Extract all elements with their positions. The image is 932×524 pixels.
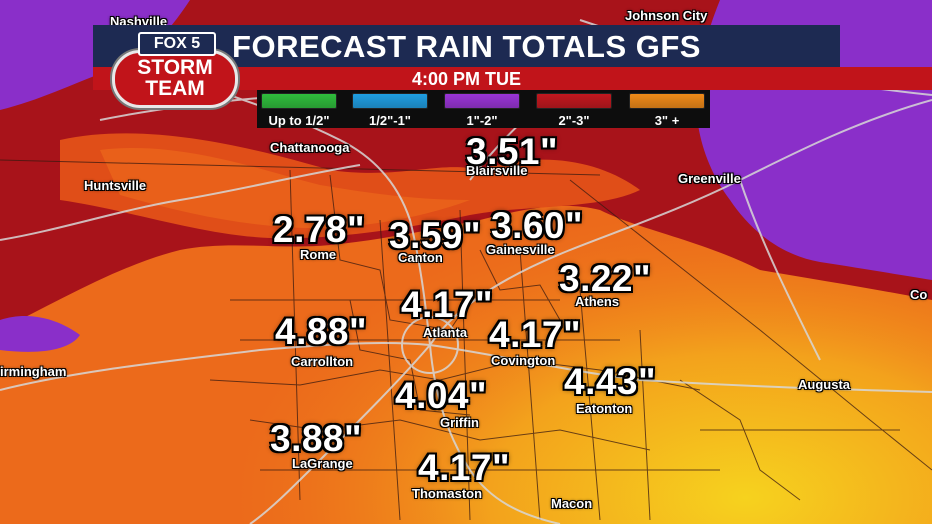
rain-total-canton: 3.59" — [389, 215, 482, 256]
legend-label: 2"-3" — [558, 113, 590, 128]
city-label-macon: Macon — [551, 496, 593, 511]
city-label-birmingham: irmingham — [0, 364, 67, 379]
logo-fox5-text: FOX 5 — [138, 32, 216, 56]
legend-label: 1/2"-1" — [369, 113, 411, 128]
legend-item-one-to-two: 1"-2" — [444, 93, 520, 128]
rain-total-blairsville: 3.51" — [466, 131, 559, 172]
logo-badge: STORM TEAM — [112, 50, 238, 108]
logo-storm-text: STORM — [137, 56, 213, 79]
heavy-rain-blob-2 — [100, 148, 470, 229]
rain-total-rome: 2.78" — [273, 209, 366, 250]
city-label-blairsville: Blairsville — [466, 163, 528, 178]
forecast-time: 4:00 PM TUE — [411, 69, 522, 89]
legend-label: Up to 1/2" — [268, 113, 330, 128]
legend-swatch — [261, 93, 337, 109]
legend-item-two-to-three: 2"-3" — [536, 93, 612, 128]
rain-total-athens: 3.22" — [559, 258, 652, 299]
page-title: FORECAST RAIN TOTALS GFS — [232, 29, 701, 64]
city-label-gainesville: Gainesville — [486, 242, 555, 257]
legend-swatch — [444, 93, 520, 109]
rain-total-griffin: 4.04" — [395, 375, 488, 416]
logo-team-text: TEAM — [145, 77, 205, 100]
city-label-greenville: Greenville — [678, 171, 741, 186]
city-label-rome: Rome — [300, 247, 337, 262]
city-label-huntsville: Huntsville — [84, 178, 147, 193]
legend-label: 3" + — [654, 113, 680, 128]
legend-swatch — [629, 93, 705, 109]
rain-total-atlanta: 4.17" — [401, 284, 494, 325]
legend-item-half-to-one: 1/2"-1" — [352, 93, 428, 128]
rain-legend: Up to 1/2" 1/2"-1" 1"-2" 2"-3" 3" + — [257, 90, 710, 128]
rain-total-thomaston: 4.17" — [418, 447, 511, 488]
rain-total-lagrange: 3.88" — [270, 418, 363, 459]
legend-label: 1"-2" — [466, 113, 498, 128]
city-label-thomaston: Thomaston — [412, 486, 483, 501]
rain-total-gainesville: 3.60" — [491, 205, 584, 246]
city-label-covington: Covington — [491, 353, 556, 368]
city-label-athens: Athens — [575, 294, 620, 309]
legend-item-up-to-half: Up to 1/2" — [261, 93, 337, 128]
city-label-columbia-partial: Co — [910, 287, 928, 302]
light-rain-zone-w — [0, 315, 80, 352]
rain-total-covington: 4.17" — [489, 314, 582, 355]
legend-swatch — [352, 93, 428, 109]
time-bar: 4:00 PM TUE — [93, 67, 932, 90]
city-label-johnson-city: Johnson City — [625, 8, 708, 23]
city-label-carrollton: Carrollton — [291, 354, 354, 369]
rain-total-eatonton: 4.43" — [564, 361, 657, 402]
fox5-storm-team-logo: STORM TEAM FOX 5 — [112, 30, 238, 108]
city-label-atlanta: Atlanta — [423, 325, 468, 340]
city-label-augusta: Augusta — [798, 377, 850, 392]
city-label-canton: Canton — [398, 250, 443, 265]
city-label-eatonton: Eatonton — [576, 401, 633, 416]
city-label-chattanooga: Chattanooga — [270, 140, 350, 155]
city-label-lagrange: LaGrange — [292, 456, 353, 471]
legend-swatch — [536, 93, 612, 109]
rain-total-carrollton: 4.88" — [275, 311, 368, 352]
legend-item-three-plus: 3" + — [629, 93, 705, 128]
city-label-griffin: Griffin — [440, 415, 479, 430]
